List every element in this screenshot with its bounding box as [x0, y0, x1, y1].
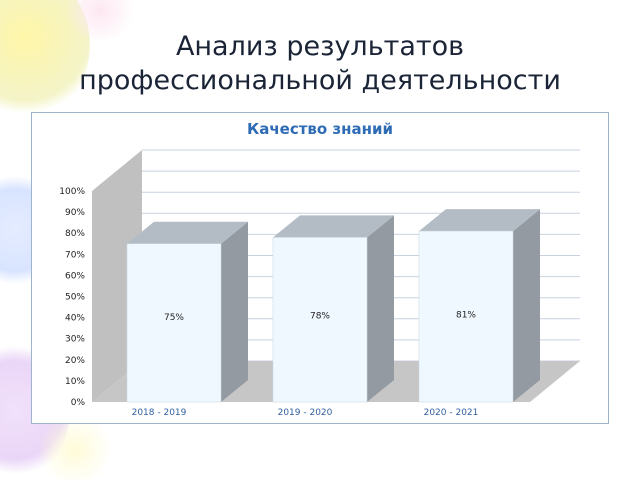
y-tick-label: 90% — [65, 208, 85, 218]
bar-side — [513, 209, 540, 402]
slide-title: Анализ результатов профессиональной деят… — [0, 30, 640, 98]
y-tick-label: 50% — [65, 293, 85, 303]
bar — [418, 230, 514, 403]
x-tick-label: 2019 - 2020 — [278, 408, 333, 418]
bar-chart: Качество знаний 0% 10% 20% 30% 40% 50% 60% 70% 80… — [59, 120, 580, 418]
slide-title-line-1: Анализ результатов — [175, 31, 465, 62]
bar — [272, 237, 368, 403]
y-tick-label: 0% — [71, 398, 86, 408]
y-tick-label: 30% — [65, 335, 85, 345]
bar-top — [127, 221, 248, 244]
bar-top — [419, 209, 540, 232]
bar-top — [273, 215, 394, 238]
y-tick-label: 40% — [65, 314, 85, 324]
chart-frame: Качество знаний 0% 10% 20% 30% 40% 50% 60% 70% 80… — [31, 112, 609, 424]
data-label: 81% — [456, 311, 476, 321]
bar-side — [221, 221, 248, 402]
y-tick-label: 60% — [65, 271, 85, 281]
chart-title: Качество знаний — [247, 120, 393, 138]
y-tick-label: 70% — [65, 250, 85, 260]
slide-title-line-2: профессиональной деятельности — [79, 65, 561, 96]
bar-side — [367, 215, 394, 402]
y-tick-label: 100% — [59, 187, 85, 197]
data-label: 78% — [310, 312, 330, 322]
y-tick-label: 80% — [65, 229, 85, 239]
data-label: 75% — [164, 313, 184, 323]
bar — [126, 243, 222, 403]
y-tick-label: 10% — [65, 377, 85, 387]
x-tick-label: 2020 - 2021 — [424, 408, 479, 418]
y-tick-label: 20% — [65, 356, 85, 366]
x-tick-label: 2018 - 2019 — [132, 408, 187, 418]
